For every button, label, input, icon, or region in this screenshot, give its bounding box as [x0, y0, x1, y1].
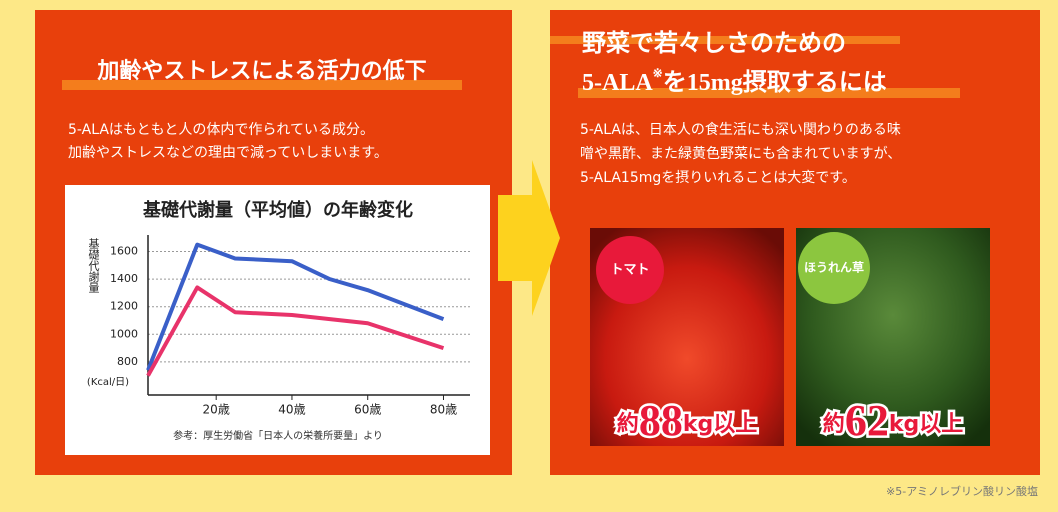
- right-heading: 5-ALA※を15mg摂取するには: [582, 66, 887, 96]
- amount-suffix: kg以上: [889, 412, 963, 437]
- amount-text: 約88kg以上: [617, 396, 757, 445]
- footnote: ※5-アミノレブリン酸リン酸塩: [886, 484, 1038, 498]
- arrow: [498, 160, 560, 316]
- heading-part: 5-ALA: [582, 70, 653, 96]
- left-heading: 加齢やストレスによる活力の低下: [96, 58, 426, 84]
- amount-value: 62: [845, 396, 889, 445]
- right-body: 5-ALA15mgを摂りいれることは大変です。: [580, 169, 856, 186]
- heading-sup: ※: [653, 66, 663, 80]
- badge-label: トマト: [610, 263, 649, 278]
- amount-suffix: kg以上: [683, 412, 757, 437]
- heading-underline: [550, 36, 900, 44]
- right-body: 噌や黒酢、また緑黄色野菜にも含まれていますが、: [580, 145, 901, 162]
- heading-part: を15mg摂取するには: [663, 69, 887, 96]
- y-tick-label: 1200: [110, 300, 138, 313]
- source: 参考：厚生労働省「日本人の栄養所要量」より: [173, 429, 383, 442]
- chart-title: 基礎代謝量（平均値）の年齢変化: [142, 199, 413, 221]
- series-line: [146, 285, 445, 377]
- x-tick-label: 80歳: [430, 403, 457, 417]
- left-body: 加齢やストレスなどの理由で減っていしまいます。: [68, 144, 388, 161]
- heading-underline: [578, 88, 960, 98]
- x-tick-label: 40歳: [278, 403, 305, 417]
- y-tick-label: 1000: [110, 327, 138, 340]
- chart-box: [65, 185, 490, 455]
- badge-label: ほうれん草: [804, 260, 864, 275]
- right-body: 5-ALAは、日本人の食生活にも深い関わりのある味: [580, 121, 901, 138]
- amount-text: 約62kg以上: [823, 396, 963, 445]
- y-tick-label: 1600: [110, 245, 138, 258]
- badge: [596, 236, 664, 304]
- y-tick-label: 800: [117, 355, 138, 368]
- x-tick-label: 20歳: [203, 403, 230, 417]
- left-body: 5-ALAはもともと人の体内で作られている成分。: [68, 122, 374, 138]
- amount-prefix: 約: [617, 411, 639, 437]
- amount: 約88kg以上 約62kg以上: [614, 394, 965, 448]
- right-heading: 野菜で若々しさのための: [582, 29, 846, 57]
- plot: 800 1000 1200 1400 1600 20歳 40歳 60歳 80歳: [110, 235, 470, 417]
- y-tick-label: 1400: [110, 272, 138, 285]
- y-axis-label: 基礎代謝量: [87, 238, 100, 293]
- amount-value: 88: [639, 396, 683, 445]
- heading-underline: [62, 80, 462, 90]
- amount-prefix: 約: [823, 411, 845, 437]
- badge: [798, 232, 870, 304]
- x-tick-label: 60歳: [354, 403, 381, 417]
- y-axis-unit: (Kcal/日): [87, 377, 129, 388]
- series-line: [146, 242, 445, 371]
